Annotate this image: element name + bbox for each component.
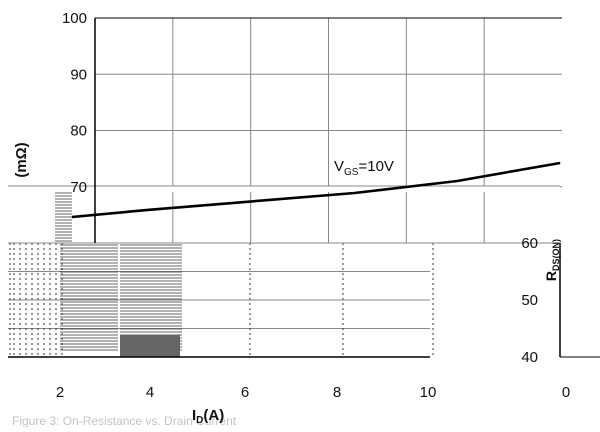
x-tick-label: 10 — [420, 384, 437, 401]
x-axis-label: ID(A) — [192, 407, 224, 426]
series-point — [71, 216, 73, 218]
series-annotation-suffix: =10V — [358, 158, 393, 175]
scan-filled-block — [120, 335, 180, 357]
axis-layer — [8, 17, 600, 358]
series-point — [559, 162, 561, 164]
right-axis-label: RDS(ON) — [543, 239, 561, 281]
series-point — [251, 200, 253, 202]
x-axis-label-unit: (A) — [203, 407, 224, 424]
series-point — [148, 209, 150, 211]
y-axis-label: (mΩ) — [13, 142, 30, 177]
series-annotation-main: V — [334, 158, 344, 175]
y-tick-label: 80 — [70, 123, 87, 140]
series-annotation: VGS=10V — [334, 158, 394, 178]
scan-overlay-band — [8, 186, 560, 192]
series-point — [354, 192, 356, 194]
right-y-tick-label: 50 — [521, 292, 538, 309]
second-panel-x-tick: 0 — [562, 384, 570, 401]
x-tick-label: 4 — [146, 384, 154, 401]
x-tick-label: 2 — [56, 384, 64, 401]
series-point — [456, 180, 458, 182]
x-axis-label-sub: D — [196, 415, 203, 426]
x-axis-label-main: I — [192, 407, 196, 424]
right-axis-label-main: R — [543, 271, 559, 281]
right-y-tick-label: 60 — [521, 235, 538, 252]
y-tick-label: 70 — [70, 179, 87, 196]
x-tick-label: 6 — [241, 384, 249, 401]
y-tick-label: 100 — [62, 10, 87, 27]
x-tick-label: 8 — [333, 384, 341, 401]
y-tick-label: 90 — [70, 66, 87, 83]
series-line — [71, 161, 561, 219]
series-layer — [71, 161, 561, 219]
label-layer: (mΩ) ID(A) VGS=10V RDS(ON) 0 Figure 3: O… — [12, 10, 570, 428]
caption-fragment: Figure 3: On-Resistance vs. Drain Curren… — [12, 414, 237, 427]
right-axis-label-sub: DS(ON) — [551, 239, 561, 271]
scan-artifact-layer — [8, 185, 560, 357]
right-y-tick-label: 40 — [521, 349, 538, 366]
series-annotation-sub: GS — [344, 167, 359, 178]
grid-layer — [8, 17, 562, 329]
